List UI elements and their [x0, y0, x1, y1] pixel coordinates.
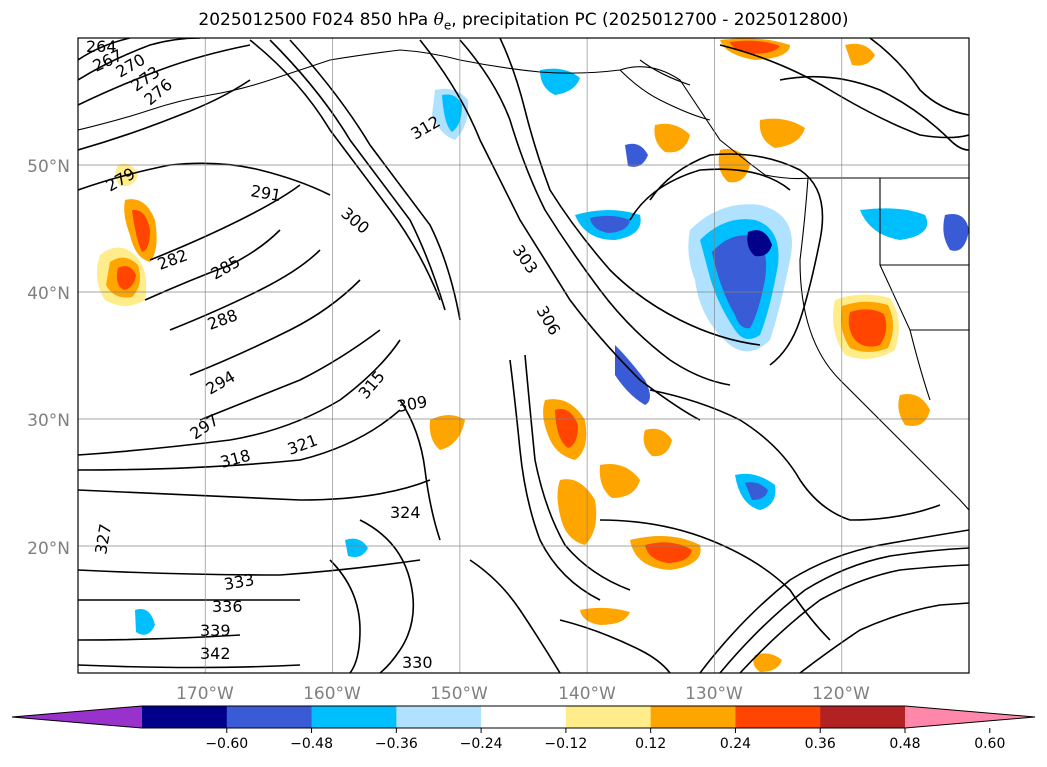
- colorbar-outline: [11, 705, 1036, 729]
- contour-label-339: 339: [200, 621, 231, 640]
- colorbar-segment: [396, 706, 482, 728]
- colorbar-segment: [565, 706, 652, 728]
- figure-title: 2025012500 F024 850 hPa θe, precipitatio…: [0, 10, 1047, 32]
- colorbar-tick-label: 0.48: [889, 736, 920, 752]
- lon-tick-170w: 170°W: [176, 684, 234, 704]
- colorbar-tick-label: −0.24: [460, 736, 503, 752]
- contour-label-324: 324: [390, 503, 421, 522]
- lon-tick-120w: 120°W: [812, 684, 870, 704]
- lon-tick-labels: 170°W 160°W 150°W 140°W 130°W 120°W: [176, 684, 870, 704]
- colorbar-tick-label: 0.36: [805, 736, 836, 752]
- colorbar-tick-label: −0.60: [205, 736, 248, 752]
- contour-label-336: 336: [212, 597, 243, 616]
- lat-tick-50n: 50°N: [27, 157, 70, 177]
- precip-area-negative-misc: [135, 68, 776, 635]
- map-panel: [78, 38, 969, 673]
- contour-label-330: 330: [402, 653, 433, 672]
- lat-tick-30n: 30°N: [27, 411, 70, 431]
- gridlines: [78, 38, 969, 673]
- colorbar-segment: [481, 706, 567, 728]
- lat-tick-20n: 20°N: [27, 539, 70, 559]
- colorbar-tick-label: 0.24: [720, 736, 751, 752]
- lon-tick-160w: 160°W: [303, 684, 361, 704]
- map-frame: [77, 37, 970, 674]
- title-prefix: 2025012500 F024 850 hPa: [198, 10, 434, 30]
- colorbar-segment: [226, 706, 313, 728]
- lon-tick-130w: 130°W: [685, 684, 743, 704]
- lon-tick-150w: 150°W: [430, 684, 488, 704]
- colorbar-extend-low: [12, 706, 142, 728]
- colorbar-segment: [311, 706, 397, 728]
- title-suffix: , precipitation PC (2025012700 - 2025012…: [451, 10, 849, 30]
- contour-label-342: 342: [200, 644, 231, 663]
- colorbar-tick-label: −0.48: [290, 736, 333, 752]
- precip-area-positive-west: [96, 163, 157, 306]
- colorbar-tick-label: 0.60: [974, 736, 1005, 752]
- precip-area-positive-california: [832, 294, 930, 426]
- colorbar-segment: [142, 706, 228, 728]
- colorbar-tick-label: 0.12: [635, 736, 666, 752]
- lon-tick-140w: 140°W: [558, 684, 616, 704]
- colorbar-segment: [735, 706, 821, 728]
- precip-area-positive-subtropics: [429, 399, 782, 672]
- contour-label-264: 264: [86, 37, 117, 56]
- colorbar-segment: [820, 706, 906, 728]
- colorbar-extend-high: [905, 706, 1035, 728]
- title-theta-subscript: e: [443, 18, 452, 33]
- lat-tick-labels: 20°N 30°N 40°N 50°N: [27, 157, 70, 559]
- colorbar-tick-label: −0.12: [544, 736, 587, 752]
- colorbar-tick-label: −0.36: [375, 736, 418, 752]
- title-theta-symbol: θ: [433, 10, 444, 30]
- theta-e-contours: [78, 38, 969, 673]
- colorbar: −0.60 −0.48 −0.36 −0.24 −0.12 0.12 0.24 0.36 0.4…: [11, 705, 1036, 752]
- colorbar-segment: [650, 706, 736, 728]
- lat-tick-40n: 40°N: [27, 284, 70, 304]
